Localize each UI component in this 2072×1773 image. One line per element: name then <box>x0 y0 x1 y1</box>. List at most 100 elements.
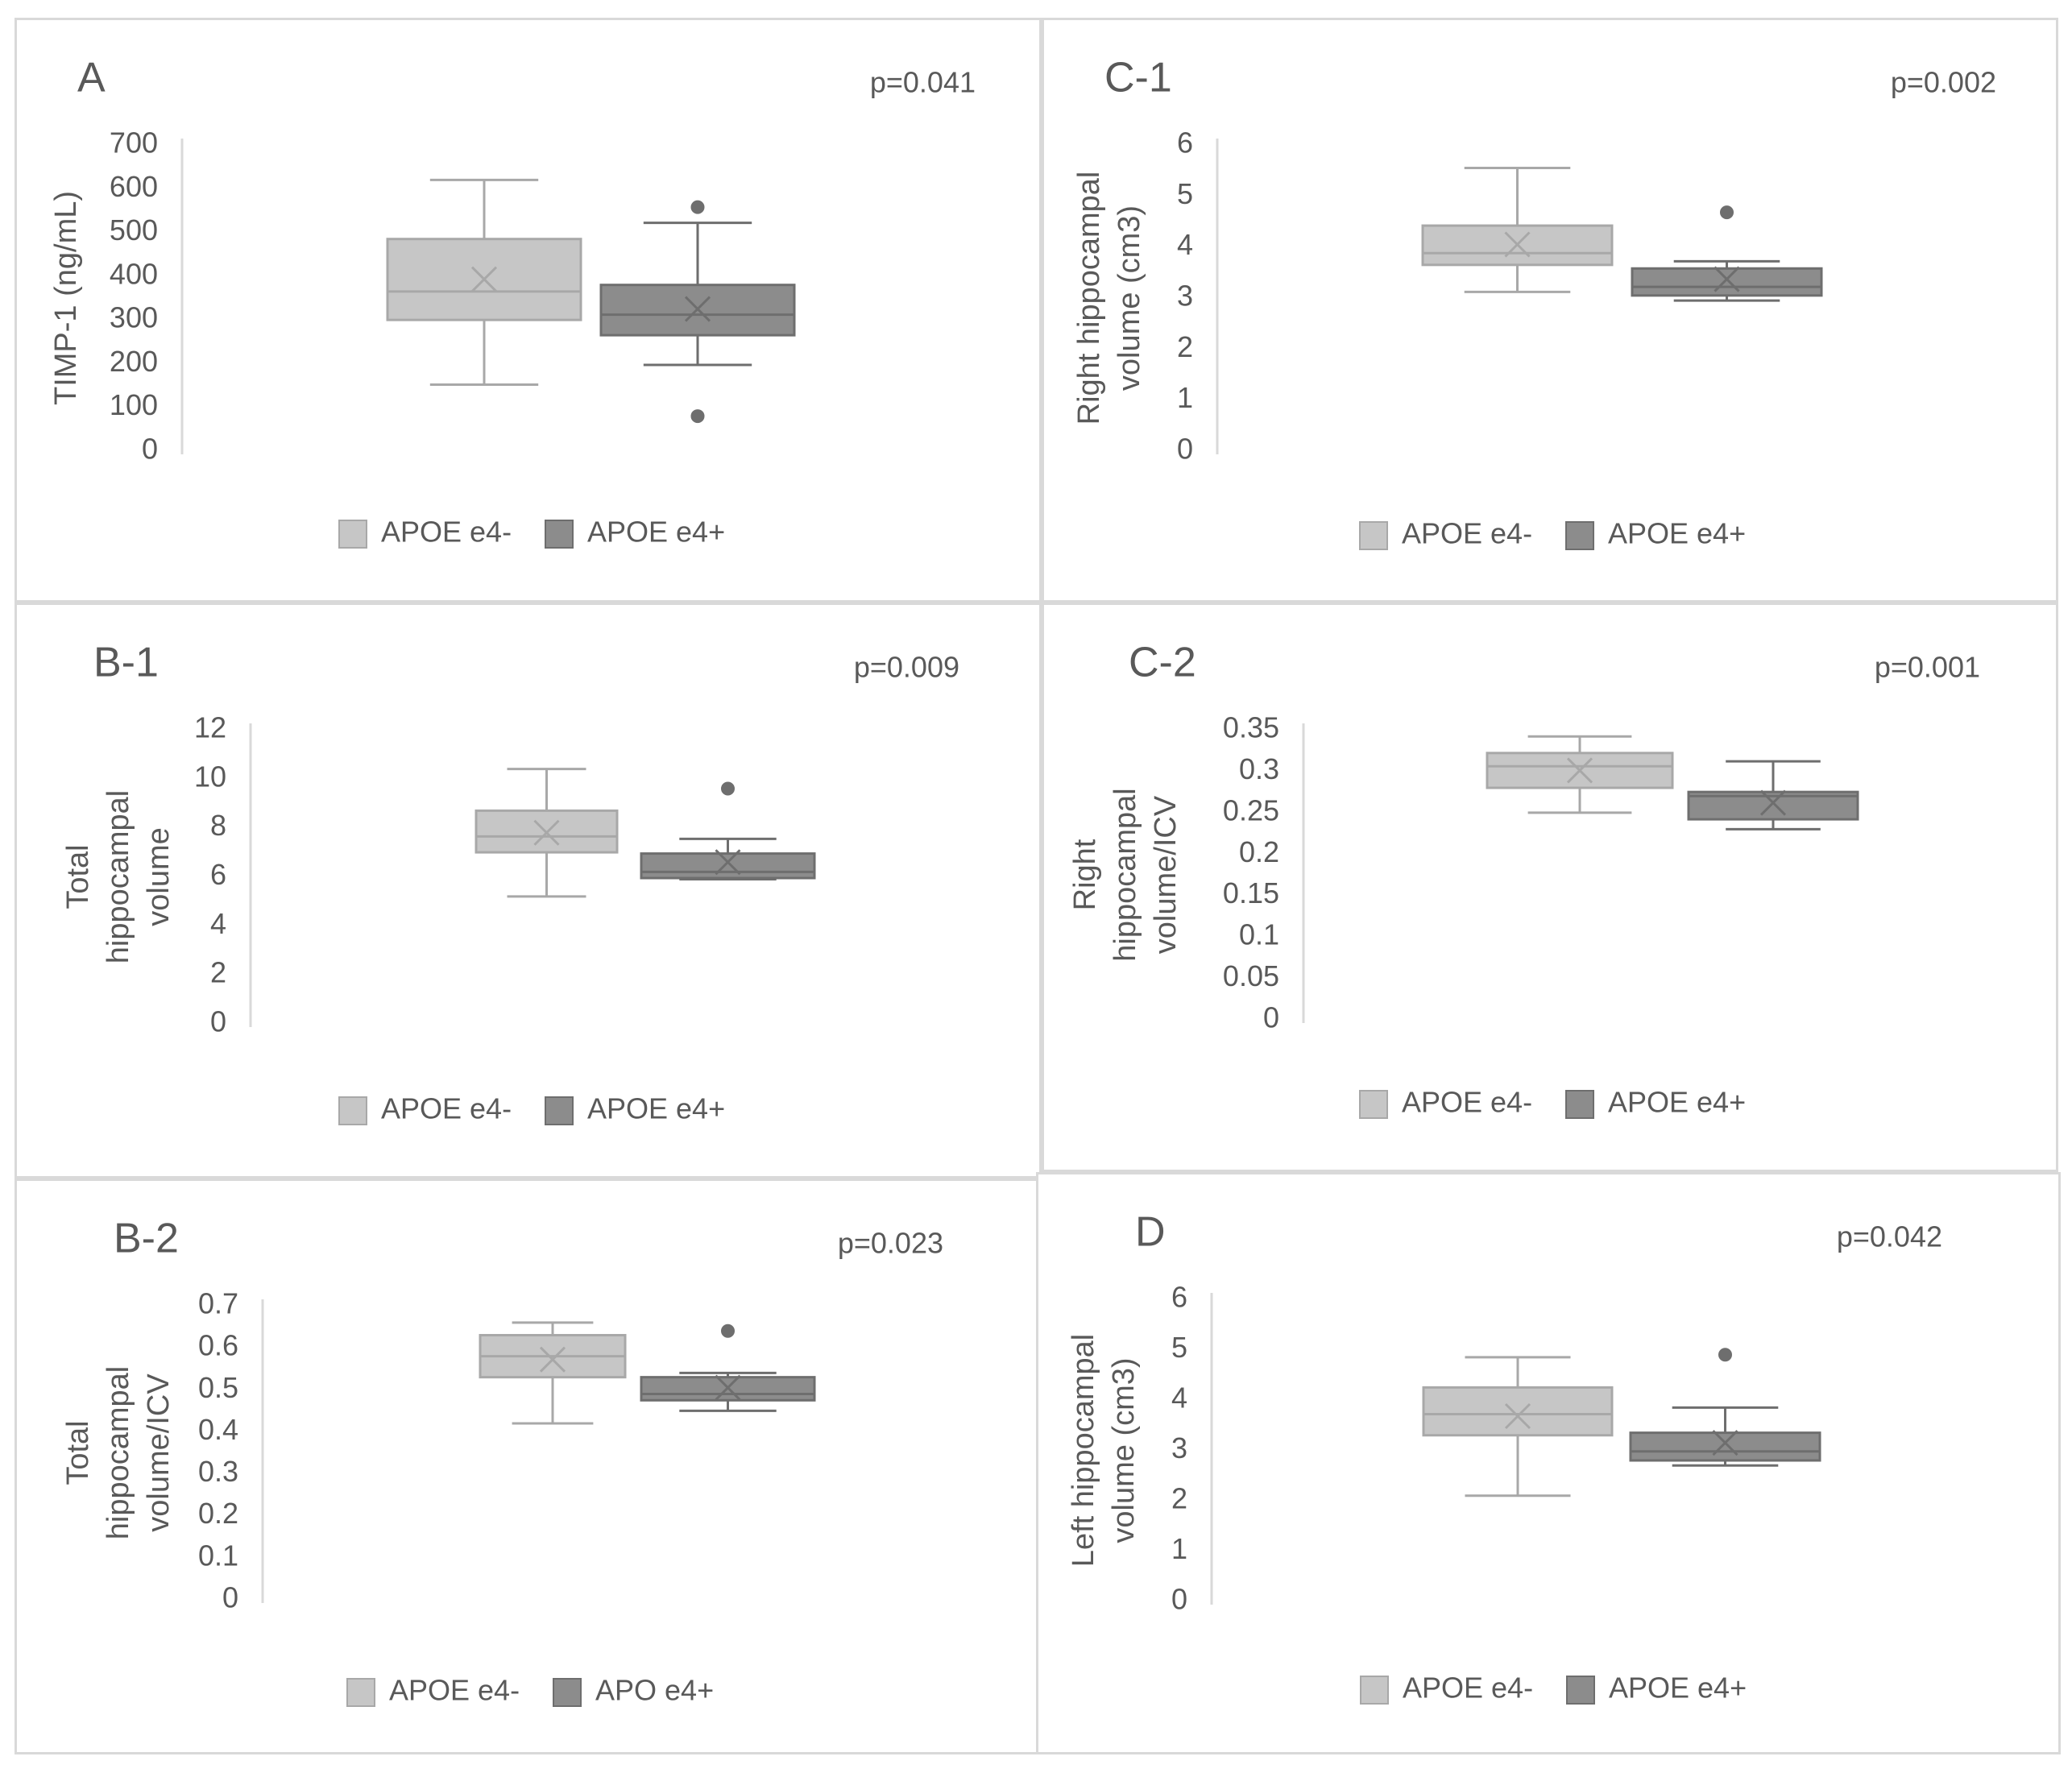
p-value-label: p=0.009 <box>854 651 959 684</box>
y-tick-label: 0.3 <box>198 1455 238 1488</box>
legend-label: APOE e4+ <box>1608 1086 1746 1119</box>
p-value-label: p=0.041 <box>870 66 976 99</box>
chart-svg: B-1 p=0.009 0 2 4 6 8 10 12 Total hippocampal volum… <box>61 640 959 1125</box>
y-tick-label: 0.7 <box>198 1287 238 1320</box>
y-axis-title: Total hippocampal volume/ICV <box>61 1366 176 1539</box>
y-tick-label: 0.1 <box>198 1539 238 1572</box>
y-tick-label: 10 <box>194 760 226 793</box>
box-apoe-e4-neg <box>386 178 582 386</box>
y-axis-title: Right hippocampal volume/ICV <box>1068 788 1183 961</box>
legend-label: APOE e4+ <box>1608 517 1746 550</box>
legend-label: APOE e4- <box>1402 1086 1532 1119</box>
outlier-point <box>721 781 735 796</box>
panel-label: B-1 <box>93 640 159 686</box>
legend-swatch <box>338 1096 367 1125</box>
box-apoe-e4-pos <box>640 781 816 881</box>
y-axis-title-line: hippocampal <box>102 790 135 963</box>
y-tick-label: 0.2 <box>198 1497 238 1530</box>
mean-marker <box>1504 1402 1531 1430</box>
y-tick-label: 0 <box>1177 433 1193 466</box>
p-value-label: p=0.002 <box>1891 66 1996 99</box>
y-axis-title-line: volume (cm3) <box>1113 205 1146 391</box>
y-tick-label: 12 <box>194 711 226 744</box>
box-apoe-e4-neg <box>474 768 619 898</box>
legend-swatch <box>1566 1676 1595 1705</box>
y-tick-label: 6 <box>1177 126 1193 159</box>
legend-label: APOE e4+ <box>587 516 725 549</box>
y-tick-label: 0 <box>142 433 158 466</box>
y-tick-label: 0 <box>1171 1583 1187 1616</box>
outlier-point <box>690 409 705 424</box>
chart-svg: C-2 p=0.001 0 0.05 0.1 0.15 0.2 0.25 0.3 0.35 Righ… <box>1068 640 1980 1119</box>
mean-marker <box>1714 266 1740 292</box>
legend-label: APOE e4- <box>381 1092 512 1125</box>
y-tick-label: 0.05 <box>1223 959 1279 992</box>
panel-label: B-2 <box>114 1216 179 1262</box>
iqr-box <box>1629 1431 1821 1462</box>
box-apoe-e4-neg <box>1422 1356 1614 1498</box>
y-tick-label: 6 <box>1171 1281 1187 1314</box>
y-tick-label: 400 <box>110 257 158 290</box>
y-axis-title-line: volume (cm3) <box>1107 1357 1141 1543</box>
y-axis-title: Right hippocampal volume (cm3) <box>1072 172 1146 425</box>
box-apoe-e4-pos <box>1631 205 1823 302</box>
legend-item-apoe-e4-neg: APOE e4- <box>1359 1086 1532 1119</box>
panel-label: C-1 <box>1104 55 1172 101</box>
box-apoe-e4-pos <box>599 200 796 424</box>
y-tick-label: 0.35 <box>1223 711 1279 744</box>
y-tick-label: 3 <box>1171 1431 1187 1464</box>
y-axis-title: Total hippocampal volume <box>61 790 176 963</box>
legend-label: APOE e4- <box>1403 1672 1533 1705</box>
outlier-point <box>1720 205 1734 220</box>
y-axis-title-line: Total <box>61 1420 95 1485</box>
mean-marker <box>1566 757 1593 784</box>
y-axis-title: Left hippocampal volume (cm3) <box>1067 1334 1141 1567</box>
mean-marker <box>539 1346 566 1373</box>
chart-svg: C-1 p=0.002 0 1 2 3 4 5 6 Right hippocampal volume… <box>1072 55 1996 550</box>
y-axis-title-line: volume/ICV <box>142 1373 176 1532</box>
legend-item-apoe-e4-pos: APO e4+ <box>553 1674 714 1707</box>
y-tick-label: 8 <box>210 809 226 842</box>
y-tick-label: 0.1 <box>1239 918 1279 951</box>
outlier-point <box>690 200 705 214</box>
iqr-box <box>1631 267 1823 297</box>
p-value-label: p=0.023 <box>838 1227 943 1260</box>
chart-panel-c-2: C-2 p=0.001 0 0.05 0.1 0.15 0.2 0.25 0.3 0.35 Righ… <box>1042 603 2058 1172</box>
y-tick-label: 6 <box>210 858 226 891</box>
y-axis-title-line: volume/ICV <box>1149 795 1183 954</box>
panel-label: C-2 <box>1129 640 1196 686</box>
y-tick-label: 100 <box>110 388 158 421</box>
mean-marker <box>715 1374 741 1401</box>
box-apoe-e4-pos <box>1687 760 1859 831</box>
p-value-label: p=0.042 <box>1837 1220 1942 1253</box>
legend-label: APOE e4+ <box>1609 1672 1747 1705</box>
chart-panel-b-1: B-1 p=0.009 0 2 4 6 8 10 12 Total hippocampal volum… <box>15 603 1042 1179</box>
y-tick-label: 2 <box>210 956 226 989</box>
iqr-box <box>1422 1386 1614 1437</box>
y-tick-label: 1 <box>1171 1532 1187 1565</box>
legend-item-apoe-e4-pos: APOE e4+ <box>1565 517 1746 550</box>
y-axis-title-line: Left hippocampal <box>1067 1334 1100 1567</box>
y-tick-label: 0 <box>222 1581 238 1614</box>
panel-label: A <box>77 55 106 101</box>
box-apoe-e4-pos <box>640 1324 816 1412</box>
legend-swatch <box>545 1096 574 1125</box>
box-apoe-e4-neg <box>479 1321 627 1425</box>
mean-marker <box>715 849 741 876</box>
mean-marker <box>533 819 560 846</box>
legend-item-apoe-e4-pos: APOE e4+ <box>545 516 725 549</box>
legend-label: APOE e4+ <box>587 1092 725 1125</box>
y-tick-label: 0.5 <box>198 1371 238 1404</box>
legend-swatch <box>1359 1090 1388 1119</box>
y-tick-label: 3 <box>1177 280 1193 313</box>
y-tick-label: 200 <box>110 345 158 378</box>
box-apoe-e4-neg <box>1421 167 1614 293</box>
y-tick-label: 600 <box>110 170 158 203</box>
legend-swatch <box>1565 521 1594 550</box>
y-tick-label: 0.3 <box>1239 752 1279 785</box>
y-tick-label: 0.4 <box>198 1413 238 1446</box>
y-tick-label: 2 <box>1171 1482 1187 1515</box>
